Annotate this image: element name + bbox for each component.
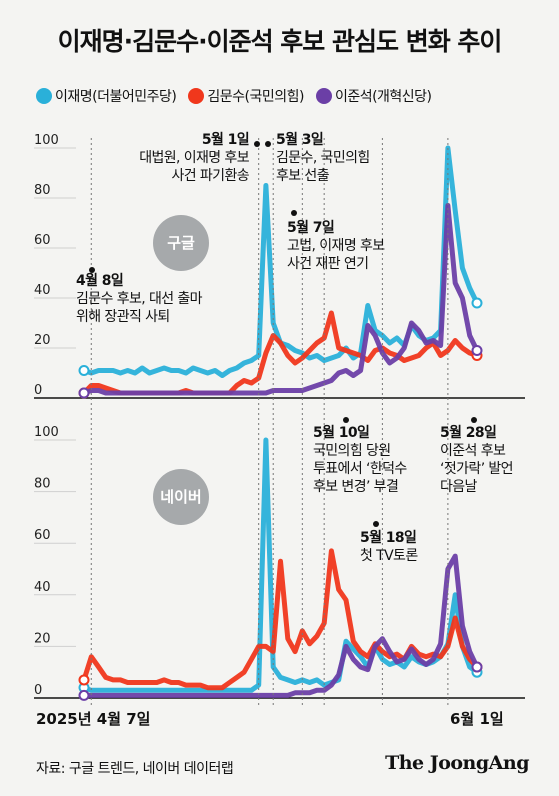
series-start-point bbox=[78, 387, 90, 399]
legend-swatch bbox=[188, 88, 205, 104]
annotation-dot bbox=[343, 417, 349, 423]
legend-item-lee-junseok: 이준석(개혁신당) bbox=[315, 86, 432, 106]
annotation-dot bbox=[89, 267, 95, 273]
annotation-text: 투표에서 ‘한덕수 bbox=[313, 461, 407, 477]
annotation-date: 5월 28일 bbox=[440, 424, 496, 441]
annotation-dot bbox=[291, 210, 297, 216]
y-tick-label: 20 bbox=[34, 631, 51, 646]
legend: 이재명(더불어민주당) 김문수(국민의힘) 이준석(개혁신당) bbox=[36, 86, 432, 106]
y-tick-label: 40 bbox=[34, 283, 51, 298]
series-end-point bbox=[471, 297, 483, 309]
annotation-text: 사건 파기환송 bbox=[171, 168, 249, 184]
panel-badge-label: 네이버 bbox=[160, 488, 201, 506]
annotation-date: 5월 18일 bbox=[360, 529, 416, 546]
annotation-date: 5월 7일 bbox=[287, 219, 334, 236]
series-line-0 bbox=[81, 437, 480, 693]
series-start-point bbox=[78, 365, 90, 376]
y-tick-label: 0 bbox=[34, 383, 42, 398]
legend-swatch bbox=[315, 88, 332, 104]
annotation-text: 고법, 이재명 후보 bbox=[287, 238, 385, 254]
annotation-text: 국민의힘 당원 bbox=[313, 443, 391, 459]
y-tick-label: 100 bbox=[34, 425, 59, 440]
series-line-1 bbox=[81, 548, 480, 691]
annotation-text: 사건 재판 연기 bbox=[287, 256, 368, 272]
legend-item-kim-moonsoo: 김문수(국민의힘) bbox=[188, 86, 304, 106]
annotation-text: ‘젓가락’ 발언 bbox=[440, 461, 513, 477]
panel-badge bbox=[153, 215, 209, 271]
series-start-point bbox=[78, 689, 90, 701]
legend-label: 이재명(더불어민주당) bbox=[55, 89, 177, 105]
y-tick-label: 100 bbox=[34, 133, 59, 148]
y-tick-label: 60 bbox=[34, 233, 51, 248]
annotation-dot bbox=[373, 521, 379, 527]
chart-panel-google: 0 20 40 60 80 100 구글 bbox=[34, 133, 525, 399]
annotation-date: 5월 3일 bbox=[276, 131, 323, 148]
y-tick-label: 80 bbox=[34, 477, 51, 492]
legend-label: 이준석(개혁신당) bbox=[334, 89, 432, 105]
series-start-point bbox=[78, 674, 90, 686]
annotation-text: 첫 TV토론 bbox=[360, 548, 418, 564]
y-tick-label: 40 bbox=[34, 580, 51, 595]
x-axis-end-label: 6월 1일 bbox=[450, 710, 504, 728]
annotation-date: 5월 10일 bbox=[313, 424, 369, 441]
y-tick-label: 60 bbox=[34, 528, 51, 543]
y-tick-label: 0 bbox=[34, 683, 42, 698]
legend-item-lee-jaemyung: 이재명(더불어민주당) bbox=[36, 86, 177, 106]
annotation-dot bbox=[471, 417, 477, 423]
legend-swatch bbox=[36, 88, 52, 104]
source-note: 자료: 구글 트렌드, 네이버 데이터랩 bbox=[36, 761, 234, 777]
panel-badge-label: 구글 bbox=[167, 234, 195, 252]
annotation-text: 다음날 bbox=[440, 479, 478, 495]
chart-title: 이재명·김문수·이준석 후보 관심도 변화 추이 bbox=[57, 27, 503, 56]
x-axis-start-label: 2025년 4월 7일 bbox=[36, 710, 150, 728]
series-end-point bbox=[471, 345, 483, 356]
annotation-text: 후보 선출 bbox=[276, 168, 330, 184]
y-tick-label: 20 bbox=[34, 333, 51, 348]
y-tick-label: 80 bbox=[34, 183, 51, 198]
annotation-text: 위해 장관직 사퇴 bbox=[76, 309, 170, 325]
annotation-text: 이준석 후보 bbox=[440, 443, 506, 459]
publisher-logo: The JoongAng bbox=[385, 752, 529, 774]
panel-badge bbox=[153, 469, 209, 525]
annotation-text: 대법원, 이재명 후보 bbox=[139, 150, 250, 166]
annotation-date: 5월 1일 bbox=[202, 131, 249, 148]
annotation-text: 후보 변경’ 부결 bbox=[313, 479, 398, 495]
series-line-2 bbox=[81, 553, 480, 698]
series-line-1 bbox=[81, 310, 480, 396]
legend-label: 김문수(국민의힘) bbox=[207, 89, 304, 105]
annotation-date: 4월 8일 bbox=[76, 272, 123, 289]
chart-panel-naver: 0 20 40 60 80 100 네이버 bbox=[34, 425, 525, 701]
series-line-2 bbox=[81, 203, 480, 396]
series-end-point bbox=[471, 661, 483, 673]
annotation-text: 김문수 후보, 대선 출마 bbox=[76, 291, 203, 307]
annotation-dot bbox=[254, 141, 260, 147]
annotation-dot bbox=[265, 141, 271, 147]
annotation-text: 김문수, 국민의힘 bbox=[276, 150, 370, 166]
